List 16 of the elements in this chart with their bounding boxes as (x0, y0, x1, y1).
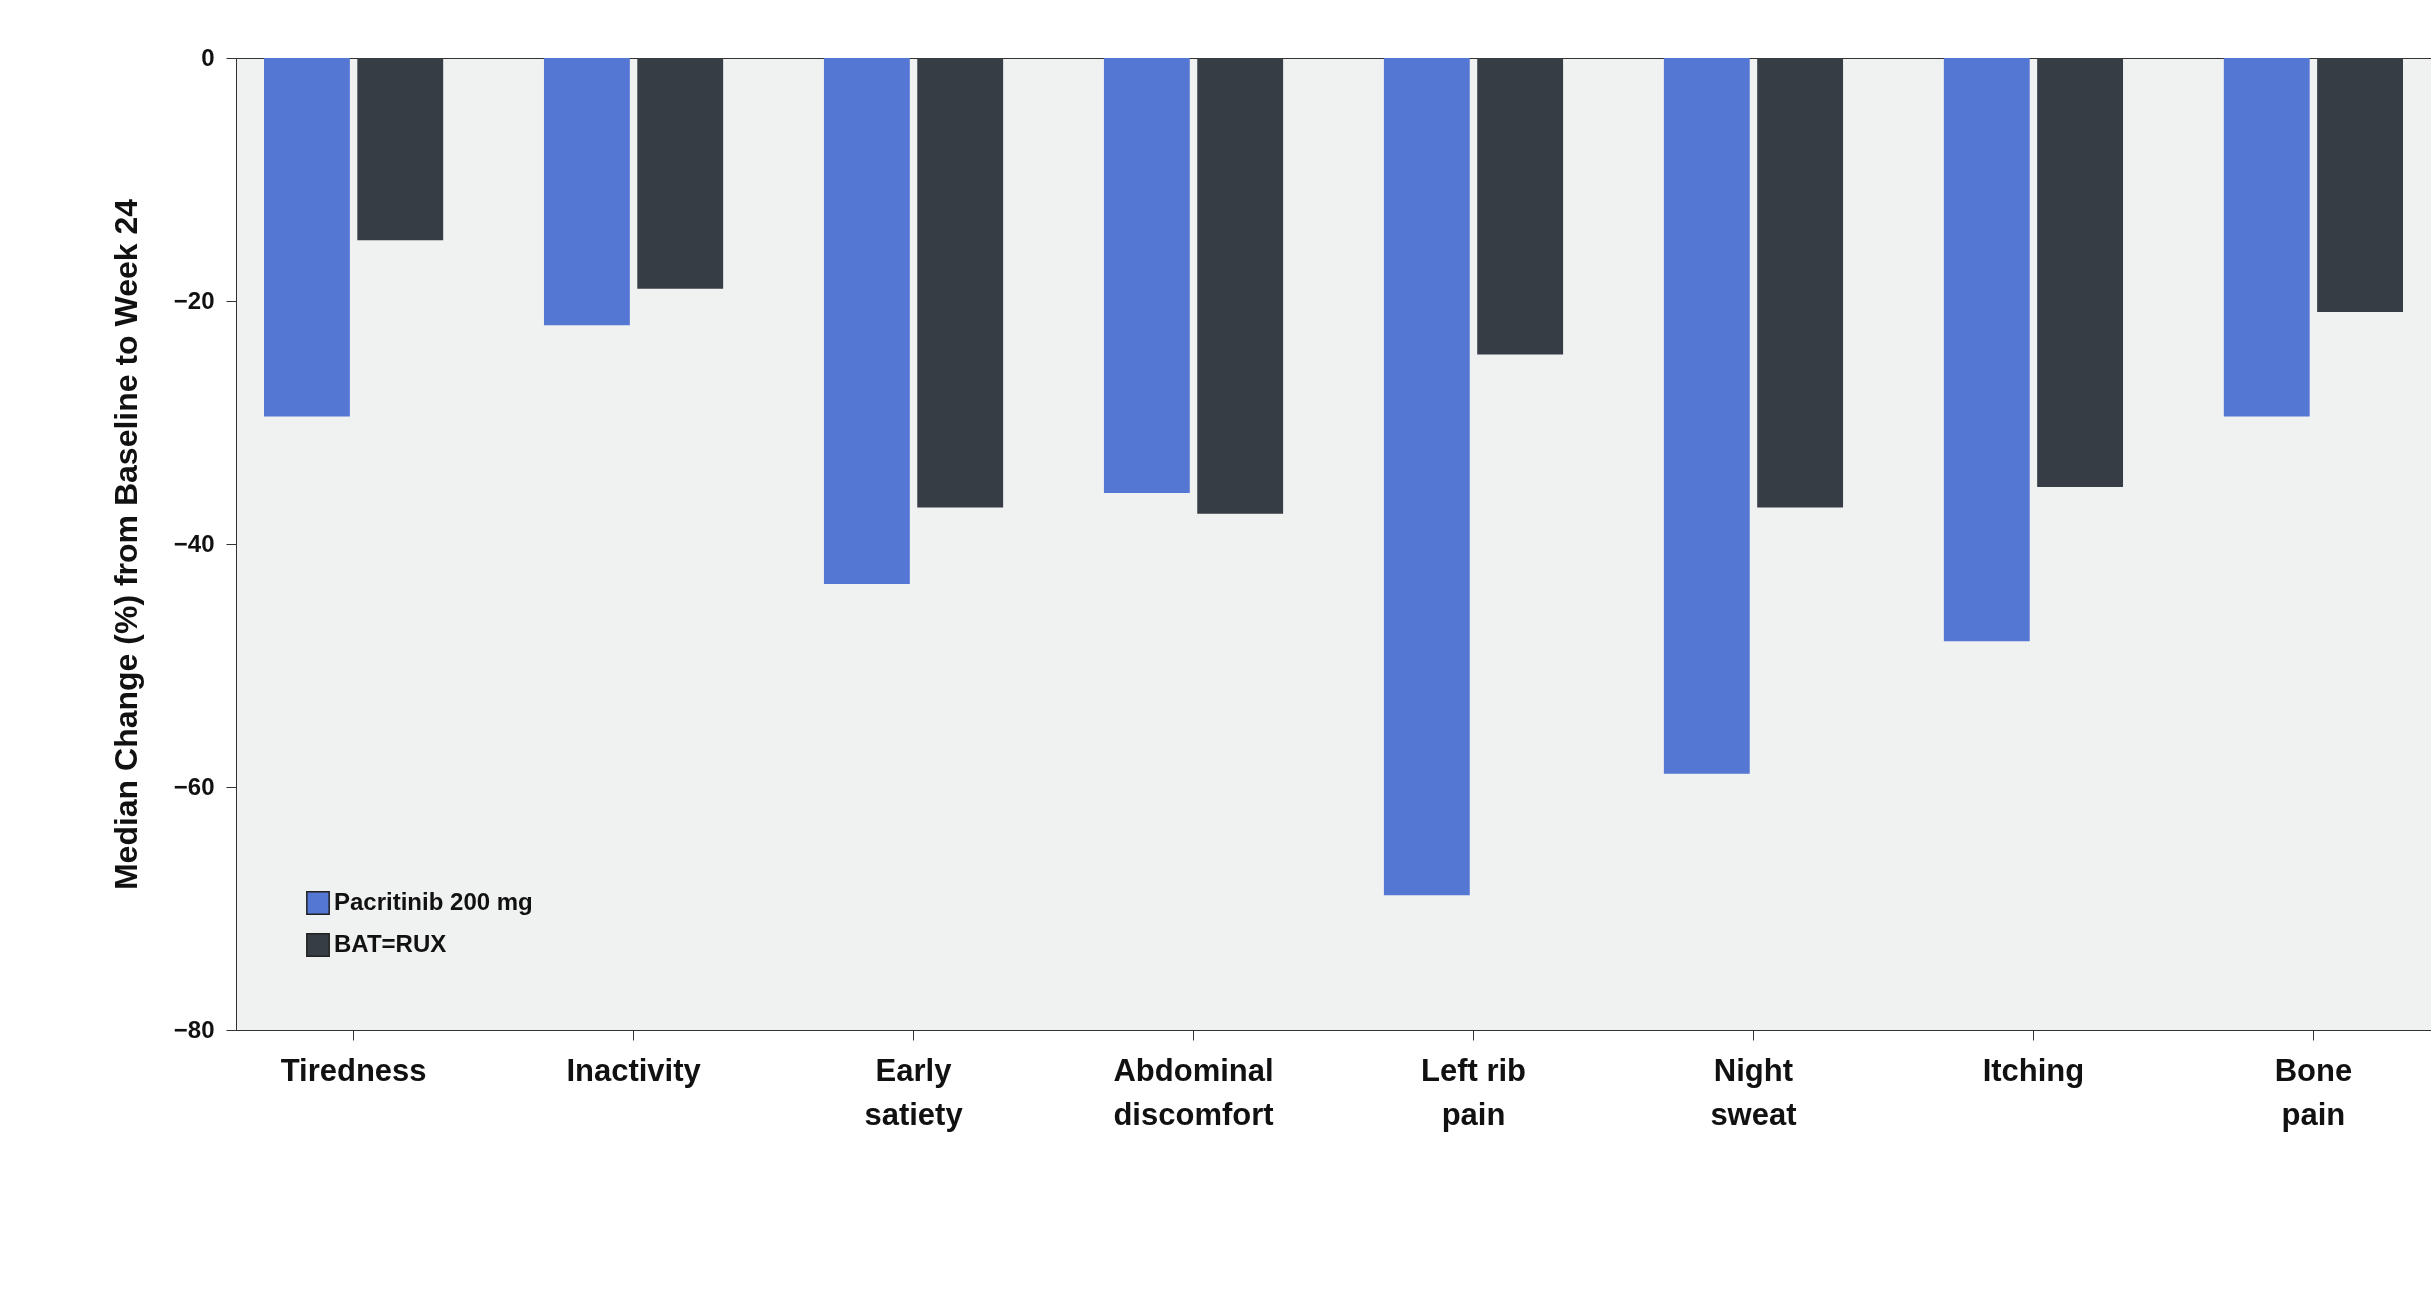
y-tick-label: −20 (173, 286, 215, 314)
y-tick-label: −40 (173, 529, 215, 557)
x-tick-label: Bone pain (2274, 1052, 2353, 1132)
x-tick-label: Itching (1982, 1052, 2085, 1088)
y-tick-label: −60 (173, 772, 215, 800)
x-tick-label: Early satiety (864, 1052, 964, 1132)
legend-label: BAT=RUX (334, 930, 447, 957)
x-tick-label: Night sweat (1710, 1052, 1797, 1132)
y-axis-title: Median Change (%) from Baseline to Week 24 (107, 198, 144, 891)
x-tick-label: Tiredness (280, 1052, 427, 1088)
x-tick-label: Left rib pain (1420, 1052, 1527, 1132)
y-tick-label: 0 (201, 43, 215, 71)
x-tick-label: Inactivity (566, 1052, 702, 1088)
x-tick-label: Abdominal discomfort (1113, 1052, 1274, 1132)
legend-label: Pacritinib 200 mg (334, 888, 533, 915)
y-tick-label: −80 (173, 1015, 215, 1043)
